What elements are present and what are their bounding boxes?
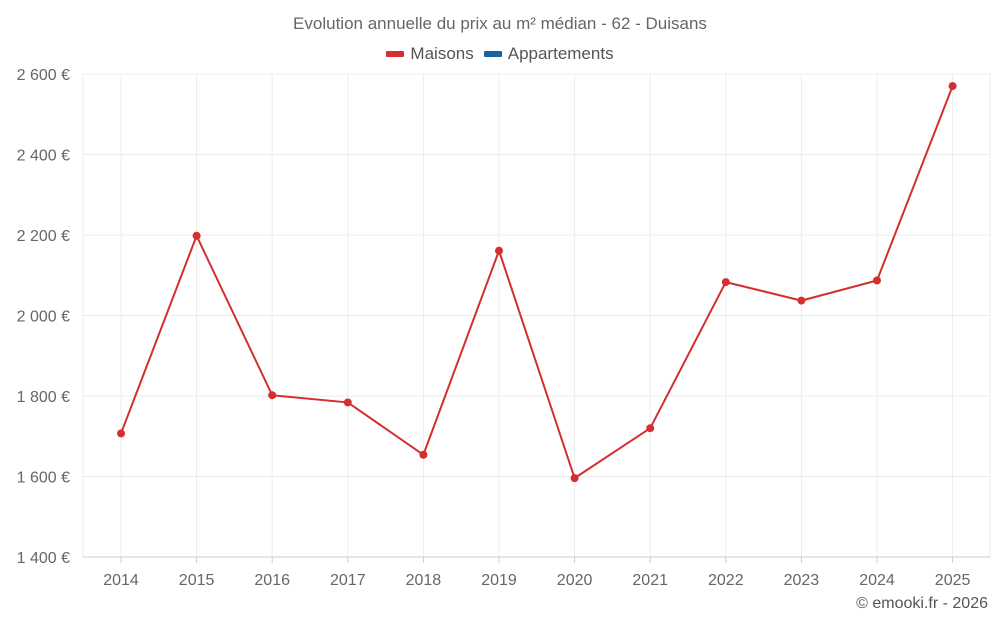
x-tick-label: 2019: [481, 572, 517, 589]
y-tick-label: 2 600 €: [17, 67, 70, 84]
x-tick-label: 2018: [406, 572, 442, 589]
x-tick-label: 2017: [330, 572, 366, 589]
x-tick-label: 2023: [784, 572, 820, 589]
data-point-maisons: [873, 276, 881, 285]
data-point-maisons: [570, 474, 579, 483]
x-tick-label: 2020: [557, 572, 593, 589]
data-point-maisons: [721, 278, 730, 287]
data-point-maisons: [268, 391, 277, 400]
data-point-maisons: [419, 450, 428, 459]
data-point-maisons: [646, 424, 655, 433]
x-tick-label: 2015: [179, 572, 215, 589]
y-tick-label: 2 400 €: [17, 148, 70, 165]
x-tick-label: 2022: [708, 572, 744, 589]
y-tick-label: 1 600 €: [17, 470, 70, 487]
chart-title: Evolution annuelle du prix au m² médian …: [293, 14, 707, 33]
x-tick-label: 2014: [103, 572, 139, 589]
x-tick-label: 2021: [632, 572, 668, 589]
copyright-notice: © emooki.fr - 2026: [856, 595, 988, 612]
data-point-maisons: [192, 231, 201, 240]
data-point-maisons: [797, 296, 806, 305]
y-tick-label: 2 000 €: [17, 309, 70, 326]
y-tick-label: 1 800 €: [17, 389, 70, 406]
data-point-maisons: [495, 246, 503, 255]
y-tick-label: 1 400 €: [17, 550, 70, 567]
legend: Maisons Appartements: [0, 44, 1000, 64]
legend-item-appartements[interactable]: Appartements: [483, 44, 614, 64]
legend-swatch-appartements: [483, 51, 502, 57]
series-line-maisons: [120, 85, 954, 480]
data-point-maisons: [343, 398, 352, 407]
x-tick-label: 2016: [254, 572, 290, 589]
data-point-maisons: [948, 82, 957, 91]
y-tick-label: 2 200 €: [17, 228, 70, 245]
x-tick-label: 2024: [859, 572, 895, 589]
legend-label-maisons: Maisons: [410, 44, 474, 63]
legend-label-appartements: Appartements: [507, 44, 614, 63]
data-point-maisons: [117, 429, 125, 438]
legend-swatch-maisons: [386, 51, 405, 57]
x-tick-label: 2025: [935, 572, 971, 589]
legend-item-maisons[interactable]: Maisons: [386, 44, 474, 64]
